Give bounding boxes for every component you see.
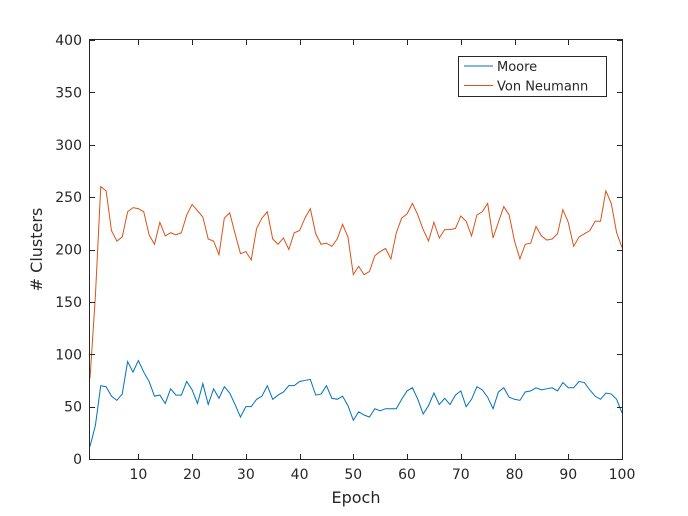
legend: Moore Von Neumann xyxy=(458,56,607,97)
series-layer xyxy=(89,185,623,447)
y-tick-label: 50 xyxy=(64,400,82,416)
x-tick-label: 50 xyxy=(344,467,362,483)
legend-label-1: Von Neumann xyxy=(497,80,588,95)
y-tick-label: 200 xyxy=(55,243,82,259)
plot-area xyxy=(89,39,623,460)
x-tick-label: 90 xyxy=(559,467,577,483)
series-line-1 xyxy=(89,185,623,379)
y-tick-label: 0 xyxy=(73,452,82,468)
y-tick-label: 100 xyxy=(55,347,82,363)
x-tick-label: 40 xyxy=(291,467,309,483)
x-tick-label: 60 xyxy=(398,467,416,483)
x-tick-label: 80 xyxy=(506,467,524,483)
x-tick-label: 10 xyxy=(129,467,147,483)
legend-items: Moore Von Neumann xyxy=(464,60,588,95)
x-tick-label: 20 xyxy=(183,467,201,483)
ticks-layer: 10 20 30 40 50 60 70 80 90 100 0 50 100 150 200 250 300 3… xyxy=(55,33,635,483)
y-tick-label: 300 xyxy=(55,138,82,154)
y-tick-label: 350 xyxy=(55,85,82,101)
y-tick-label: 150 xyxy=(55,295,82,311)
y-tick-label: 250 xyxy=(55,190,82,206)
y-axis-label: # Clusters xyxy=(27,208,46,292)
x-tick-label: 30 xyxy=(237,467,255,483)
y-tick-label: 400 xyxy=(55,33,82,49)
legend-label-0: Moore xyxy=(497,60,537,75)
x-tick-label: 70 xyxy=(452,467,470,483)
legend-box xyxy=(458,56,607,97)
x-axis-label: Epoch xyxy=(332,488,381,507)
x-tick-label: 100 xyxy=(609,467,636,483)
plot-frame xyxy=(89,39,623,460)
series-line-0 xyxy=(89,359,623,447)
